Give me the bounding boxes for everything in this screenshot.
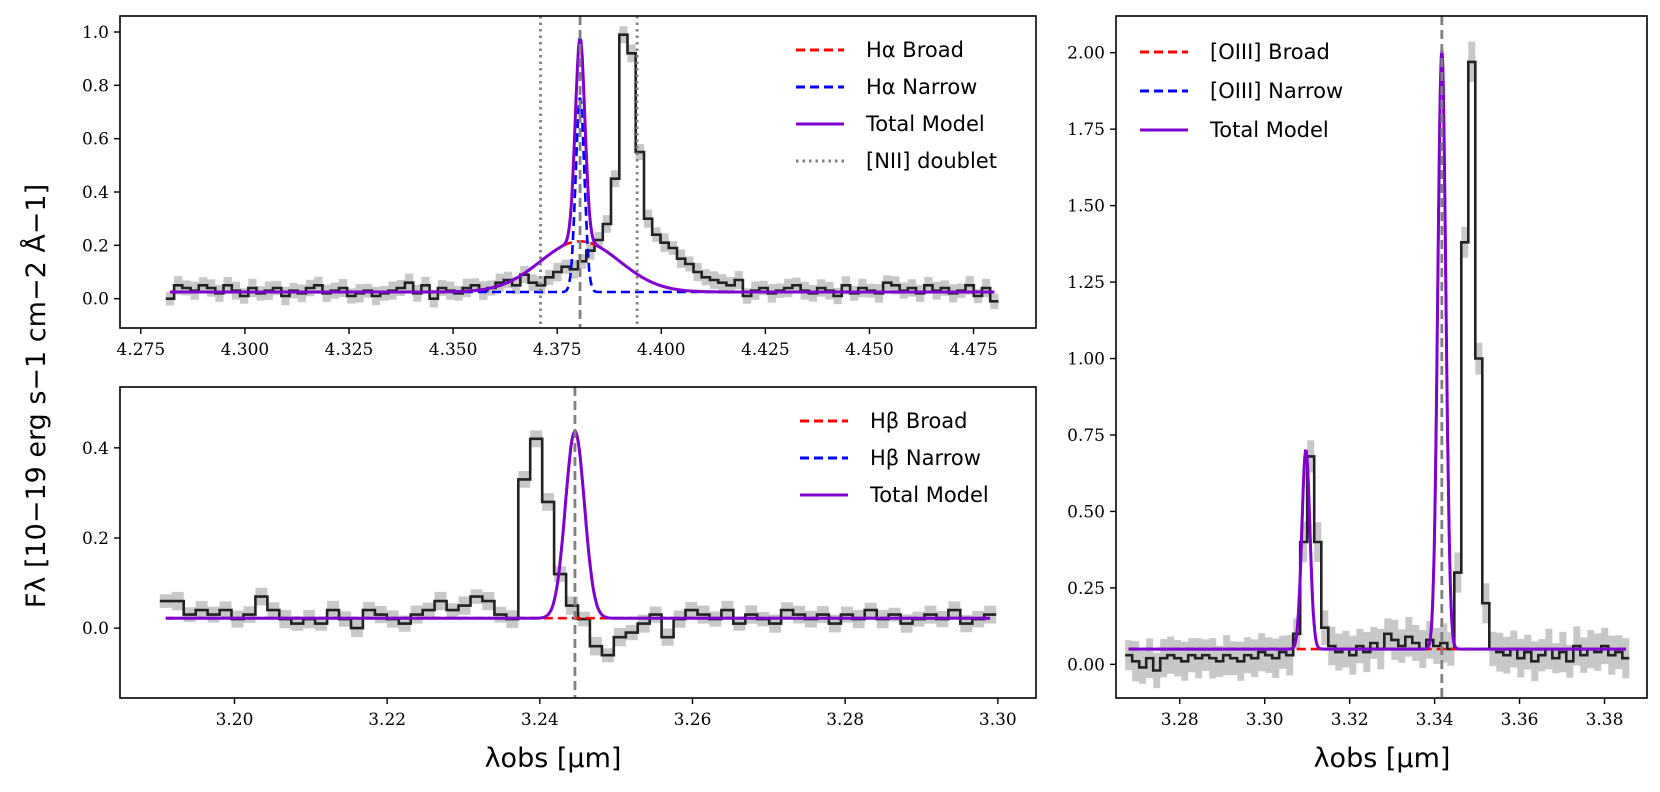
halpha-legend-label-3: Total Model	[865, 112, 985, 136]
hbeta-ytick-label: 0.2	[82, 529, 109, 549]
hbeta-xtick-label: 3.20	[216, 710, 254, 730]
halpha-ytick-label: 0.6	[82, 130, 109, 150]
oiii-ytick-label: 2.00	[1067, 44, 1105, 64]
oiii-xtick-label: 3.38	[1586, 710, 1624, 730]
hbeta-xtick-label: 3.26	[674, 710, 712, 730]
halpha-xtick-label: 4.450	[845, 340, 894, 360]
hbeta-legend-label-3: Total Model	[869, 483, 989, 507]
hbeta-legend-label-2: Hβ Narrow	[870, 446, 981, 470]
oiii-total-model	[1128, 49, 1626, 651]
oiii-ytick-label: 1.00	[1067, 350, 1105, 370]
hbeta-frame	[119, 386, 1037, 699]
x-axis-label-left: λobs [μm]	[485, 743, 622, 774]
hbeta-panel: 3.20 3.22 3.24 3.26 3.28 3.30 0.0 0.2 0.4 Hβ Broa…	[82, 386, 1037, 730]
hbeta-legend-label-1: Hβ Broad	[870, 409, 968, 433]
halpha-legend-label-1: Hα Broad	[866, 38, 964, 62]
oiii-xtick-label: 3.34	[1416, 710, 1454, 730]
halpha-legend-label-2: Hα Narrow	[866, 75, 977, 99]
oiii-ytick-label: 1.75	[1067, 120, 1105, 140]
hbeta-ytick-label: 0.0	[82, 619, 109, 639]
hbeta-xtick-label: 3.24	[521, 710, 559, 730]
hbeta-narrow-model	[165, 429, 991, 620]
halpha-panel: 4.275 4.300 4.325 4.350 4.375 4.400 4.425 4.450…	[82, 15, 1037, 360]
oiii-xtick-label: 3.30	[1246, 710, 1284, 730]
halpha-broad-model	[170, 240, 995, 294]
hbeta-ytick-label: 0.4	[82, 439, 109, 459]
halpha-xtick-label: 4.275	[116, 340, 165, 360]
oiii-legend: [OIII] Broad [OIII] Narrow Total Model	[1140, 40, 1343, 142]
hbeta-plot-area	[159, 387, 997, 698]
shared-y-axis-label: Fλ [10−19 erg s−1 cm−2 Å−1]	[20, 184, 52, 608]
oiii-xtick-label: 3.32	[1331, 710, 1369, 730]
hbeta-xtick-label: 3.30	[979, 710, 1017, 730]
oiii-data-step	[1125, 60, 1630, 672]
oiii-plot-area	[1125, 16, 1630, 698]
x-axis-label-right: λobs [μm]	[1314, 743, 1451, 774]
halpha-legend-label-4: [NII] doublet	[866, 149, 997, 173]
halpha-total-model	[170, 37, 995, 294]
halpha-legend: Hα Broad Hα Narrow Total Model [NII] double…	[796, 38, 997, 173]
oiii-legend-label-1: [OIII] Broad	[1210, 40, 1330, 64]
oiii-error-band	[1125, 41, 1630, 689]
halpha-ytick-label: 0.8	[82, 76, 109, 96]
halpha-xtick-label: 4.375	[533, 340, 582, 360]
hbeta-total-model	[165, 429, 991, 620]
halpha-frame	[119, 15, 1037, 329]
oiii-xtick-label: 3.36	[1501, 710, 1539, 730]
halpha-ytick-label: 0.4	[82, 183, 109, 203]
oiii-narrow-model	[1128, 49, 1626, 651]
hbeta-xtick-label: 3.22	[368, 710, 406, 730]
halpha-xtick-label: 4.300	[221, 340, 270, 360]
halpha-plot-area	[165, 16, 999, 328]
halpha-xtick-label: 4.425	[741, 340, 790, 360]
halpha-ytick-label: 0.2	[82, 236, 109, 256]
oiii-legend-label-3: Total Model	[1209, 118, 1329, 142]
halpha-xtick-label: 4.350	[429, 340, 478, 360]
halpha-error-band	[165, 26, 999, 309]
halpha-xtick-label: 4.325	[325, 340, 374, 360]
oiii-panel: 3.28 3.30 3.32 3.34 3.36 3.38 0.00 0.25 0.50 0.75…	[1067, 15, 1648, 730]
oiii-ytick-label: 0.75	[1067, 426, 1105, 446]
hbeta-legend: Hβ Broad Hβ Narrow Total Model	[800, 409, 989, 507]
oiii-frame	[1115, 15, 1648, 699]
oiii-xtick-label: 3.28	[1161, 710, 1199, 730]
halpha-ytick-label: 0.0	[82, 290, 109, 310]
halpha-ytick-label: 1.0	[82, 23, 109, 43]
hbeta-error-band	[159, 430, 997, 663]
oiii-ytick-label: 1.50	[1067, 197, 1105, 217]
oiii-ytick-label: 0.25	[1067, 579, 1105, 599]
hbeta-xtick-label: 3.28	[826, 710, 864, 730]
oiii-ytick-label: 1.25	[1067, 273, 1105, 293]
oiii-ytick-label: 0.50	[1067, 502, 1105, 522]
halpha-xtick-label: 4.475	[949, 340, 998, 360]
oiii-ytick-label: 0.00	[1067, 655, 1105, 675]
oiii-legend-label-2: [OIII] Narrow	[1210, 79, 1343, 103]
halpha-xtick-label: 4.400	[637, 340, 686, 360]
